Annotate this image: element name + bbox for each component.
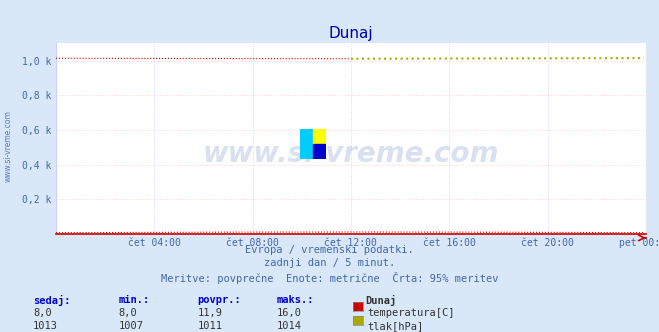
Bar xyxy=(313,129,326,144)
Text: Meritve: povprečne  Enote: metrične  Črta: 95% meritev: Meritve: povprečne Enote: metrične Črta:… xyxy=(161,272,498,284)
Text: Dunaj: Dunaj xyxy=(366,295,397,306)
Text: 8,0: 8,0 xyxy=(119,308,137,318)
Text: 16,0: 16,0 xyxy=(277,308,302,318)
Title: Dunaj: Dunaj xyxy=(329,26,373,41)
Text: Evropa / vremenski podatki.: Evropa / vremenski podatki. xyxy=(245,245,414,255)
Text: min.:: min.: xyxy=(119,295,150,305)
Text: 11,9: 11,9 xyxy=(198,308,223,318)
Text: 1013: 1013 xyxy=(33,321,58,331)
Text: sedaj:: sedaj: xyxy=(33,295,71,306)
Text: 1011: 1011 xyxy=(198,321,223,331)
Text: povpr.:: povpr.: xyxy=(198,295,241,305)
Text: www.si-vreme.com: www.si-vreme.com xyxy=(4,110,13,182)
Text: zadnji dan / 5 minut.: zadnji dan / 5 minut. xyxy=(264,258,395,268)
Text: temperatura[C]: temperatura[C] xyxy=(368,308,455,318)
Text: www.si-vreme.com: www.si-vreme.com xyxy=(203,140,499,168)
Text: maks.:: maks.: xyxy=(277,295,314,305)
Text: tlak[hPa]: tlak[hPa] xyxy=(368,321,424,331)
Text: 1014: 1014 xyxy=(277,321,302,331)
Bar xyxy=(313,144,326,159)
Text: 8,0: 8,0 xyxy=(33,308,51,318)
Text: 1007: 1007 xyxy=(119,321,144,331)
